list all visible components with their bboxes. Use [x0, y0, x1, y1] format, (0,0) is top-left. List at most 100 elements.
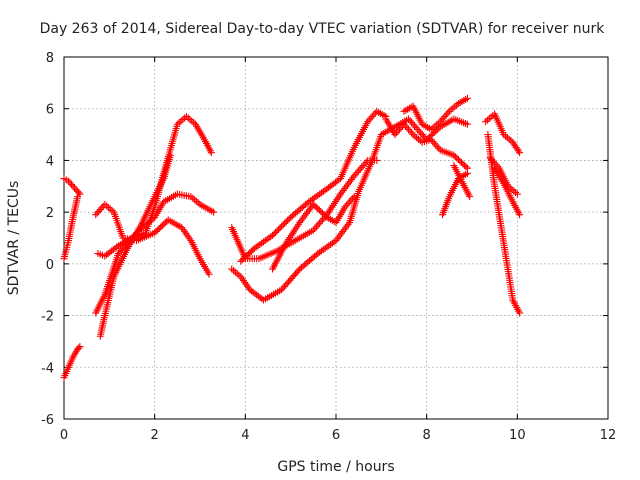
data-point: [397, 124, 405, 132]
data-point: [350, 193, 358, 201]
y-tick-label: -6: [41, 413, 54, 428]
y-tick-label: 6: [46, 103, 54, 118]
data-point: [400, 120, 408, 128]
data-point: [412, 124, 420, 132]
data-point: [231, 268, 239, 276]
x-tick-label: 12: [600, 428, 617, 443]
data-point: [463, 169, 471, 177]
series-arc-9: [228, 156, 381, 263]
data-point: [347, 196, 355, 204]
series-arc-7: [96, 151, 175, 340]
data-point: [191, 196, 199, 204]
data-point: [309, 226, 317, 234]
x-tick-label: 2: [151, 428, 159, 443]
data-point: [415, 127, 423, 135]
data-point: [98, 204, 106, 212]
data-point: [444, 109, 452, 117]
data-point: [370, 111, 378, 119]
data-point: [93, 209, 101, 217]
data-point: [210, 208, 218, 216]
data-point: [75, 344, 83, 352]
data-point: [284, 216, 292, 224]
grid: [64, 57, 608, 419]
data-point: [373, 156, 381, 164]
series-arc-1: [60, 343, 84, 382]
data-point: [272, 228, 280, 236]
data-point: [207, 149, 215, 157]
data-point: [179, 116, 187, 124]
data-point: [441, 112, 449, 120]
data-point: [487, 113, 495, 121]
y-tick-label: 0: [46, 258, 54, 273]
y-tick-label: 8: [46, 51, 54, 66]
data-point: [516, 211, 524, 219]
series-arc-10: [237, 107, 390, 265]
data-point: [188, 117, 196, 125]
data-point: [430, 139, 438, 147]
x-tick-label: 6: [332, 428, 340, 443]
series-arc-12: [382, 115, 471, 172]
data-point: [343, 201, 351, 209]
series-arc-19: [484, 131, 524, 317]
data-point: [182, 112, 190, 120]
x-tick-label: 10: [509, 428, 526, 443]
data-point: [205, 270, 213, 278]
data-point: [408, 119, 416, 127]
data-point: [71, 184, 79, 192]
data-point: [270, 230, 278, 238]
data-point: [365, 116, 373, 124]
series-arc-8: [228, 115, 471, 304]
data-point: [406, 127, 414, 135]
data-point: [285, 215, 293, 223]
x-tick-label: 0: [60, 428, 68, 443]
data-point: [359, 162, 367, 170]
data-point: [408, 129, 416, 137]
data-point: [411, 132, 419, 140]
data-point: [356, 165, 364, 173]
data-point: [269, 231, 277, 239]
data-point: [503, 134, 511, 142]
series-arc-3: [60, 193, 82, 263]
data-point: [275, 225, 283, 233]
data-point: [516, 149, 524, 157]
data-point: [312, 223, 320, 231]
series-arc-18: [491, 164, 524, 219]
data-point: [315, 219, 323, 227]
data-point: [402, 122, 410, 130]
data-point: [403, 124, 411, 132]
data-point: [358, 163, 366, 171]
series-arc-17: [482, 110, 524, 157]
data-point: [368, 112, 376, 120]
data-point: [417, 129, 425, 137]
data-point: [113, 243, 121, 251]
data-point: [68, 181, 76, 189]
data-point: [352, 170, 360, 178]
data-point: [103, 202, 111, 210]
data-point: [392, 129, 400, 137]
data-point: [184, 114, 192, 122]
y-tick-label: 4: [46, 154, 54, 169]
data-point: [65, 177, 73, 185]
data-point: [346, 198, 354, 206]
data-point: [449, 104, 457, 112]
data-point: [420, 132, 428, 140]
data-point: [318, 216, 326, 224]
data-point: [177, 117, 185, 125]
x-axis-label: GPS time / hours: [277, 459, 394, 475]
y-tick-label: -2: [41, 310, 54, 325]
y-tick-label: 2: [46, 206, 54, 221]
data-point: [233, 270, 241, 278]
chart-title: Day 263 of 2014, Sidereal Day-to-day VTE…: [40, 21, 606, 37]
data-point: [445, 107, 453, 115]
data-point: [341, 203, 349, 211]
data-point: [466, 193, 474, 201]
data-point: [279, 221, 287, 229]
data-point: [106, 205, 114, 213]
data-point: [314, 221, 322, 229]
data-point: [394, 127, 402, 135]
data-point: [427, 136, 435, 144]
data-point: [463, 120, 471, 128]
data-point: [429, 137, 437, 145]
data-point: [66, 179, 74, 187]
